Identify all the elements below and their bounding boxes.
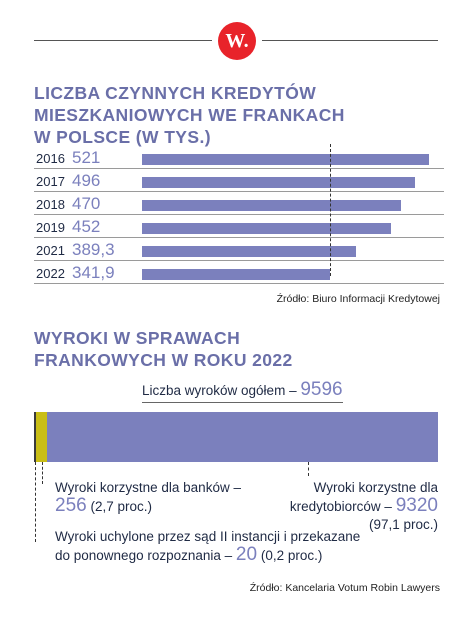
value-label: 470 [72,194,101,213]
stack-segment [34,412,36,462]
value-label: 389,3 [72,240,115,259]
chart1-title-line: MIESZKANIOWYCH WE FRANKACH [34,105,345,125]
row-divider [34,260,444,261]
chart1-row: 2021 389,3 [34,239,444,261]
banks-annotation: Wyroki korzystne dla banków – 256 (2,7 p… [55,479,241,516]
chart1-row: 2019 452 [34,216,444,238]
total-label: Liczba wyroków ogółem – 9596 [142,379,343,403]
leader-line-overturned [35,462,36,542]
banks-value: 256 [55,495,87,516]
borrowers-label-1: Wyroki korzystne dla [313,480,438,495]
stack-segment [46,412,438,462]
stack-segment [36,412,47,462]
banks-label: Wyroki korzystne dla banków – [55,480,241,495]
chart1-row: 2016 521 [34,147,444,169]
chart1-title-line: W POLSCE (W TYS.) [34,127,211,147]
total-label-text: Liczba wyroków ogółem – [142,383,297,398]
leader-line-borrowers [308,462,309,476]
year-label: 2018 [36,197,65,212]
borrowers-pct: (97,1 proc.) [368,517,438,532]
chart2-source: Źródło: Kancelaria Votum Robin Lawyers [249,582,440,594]
total-value: 9596 [300,379,343,400]
chart1-title-line: LICZBA CZYNNYCH KREDYTÓW [34,83,317,103]
reference-dashed-line [330,144,332,276]
chart1-row: 2018 470 [34,193,444,215]
header-rule-left [34,40,212,41]
borrowers-annotation: Wyroki korzystne dla kredytobiorców – 93… [290,479,438,534]
bar-2022 [142,269,331,280]
value-label: 521 [72,148,101,167]
borrowers-label-2: kredytobiorców – [289,499,392,514]
chart2-title-line: WYROKI W SPRAWACH [34,328,241,348]
stacked-bar [34,412,438,462]
overturned-annotation: Wyroki uchylone przez sąd II instancji i… [55,528,360,565]
row-divider [34,283,444,284]
chart1-row: 2017 496 [34,170,444,192]
row-divider [34,168,444,169]
borrowers-value: 9320 [395,495,438,516]
header-rule-right [262,40,438,41]
bar-2021 [142,246,357,257]
overturned-pct: (0,2 proc.) [260,548,323,563]
row-divider [34,237,444,238]
bar-2019 [142,223,391,234]
year-label: 2021 [36,243,65,258]
bar-2017 [142,177,416,188]
chart2-title-line: FRANKOWYCH W ROKU 2022 [34,350,293,370]
bar-2018 [142,200,401,211]
overturned-label-2: do ponownego rozpoznania – [55,548,233,563]
row-divider [34,191,444,192]
wp-logo: W. [218,22,256,60]
overturned-label-1: Wyroki uchylone przez sąd II instancji i… [55,529,361,544]
chart1-source: Źródło: Biuro Informacji Kredytowej [276,293,440,305]
year-label: 2019 [36,220,65,235]
value-label: 496 [72,171,101,190]
overturned-value: 20 [235,544,258,565]
leader-line-banks [42,462,43,484]
year-label: 2022 [36,266,65,281]
value-label: 341,9 [72,263,115,282]
banks-pct: (2,7 proc.) [90,499,152,514]
chart2-title: WYROKI W SPRAWACH FRANKOWYCH W ROKU 2022 [34,327,293,371]
value-label: 452 [72,217,101,236]
bar-2016 [142,154,429,165]
year-label: 2017 [36,174,65,189]
row-divider [34,214,444,215]
chart1-row: 2022 341,9 [34,262,444,284]
year-label: 2016 [36,151,65,166]
chart1-title: LICZBA CZYNNYCH KREDYTÓW MIESZKANIOWYCH … [34,82,345,148]
